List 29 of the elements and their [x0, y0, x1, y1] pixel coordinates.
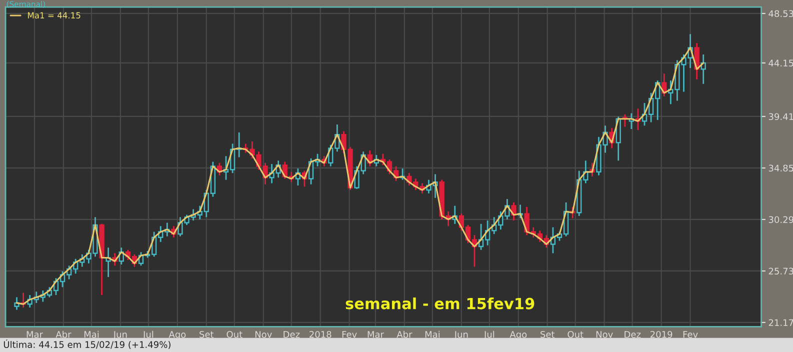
x-tick-label: Dez [284, 331, 300, 338]
x-tick-label: Out [226, 330, 242, 338]
x-tick-label: Mar [368, 331, 384, 338]
x-tick-label: Mai [84, 330, 99, 338]
x-tick-label: Abr [56, 330, 72, 338]
x-tick-label: Out [568, 330, 584, 338]
x-tick-label: 2018 [310, 330, 332, 338]
y-tick-label: 39.41 [768, 113, 793, 120]
x-tick-label: Nov [596, 331, 613, 338]
y-tick-label: 48.53 [768, 10, 793, 18]
x-tick-label: Fev [342, 331, 357, 338]
x-tick-label: Set [540, 330, 555, 338]
y-tick-label: 44.15 [768, 60, 793, 67]
x-tick-label: Set [200, 330, 214, 338]
legend-label: Ma1 = 44.15 [28, 12, 80, 18]
x-tick-label: Mar [26, 331, 44, 338]
x-tick-label: Abr [396, 330, 412, 338]
y-tick-label: 21.17 [768, 319, 793, 326]
x-tick-label: 2019 [650, 330, 672, 338]
text: Última: 44.15 em 15/02/19 (+1.49%) [4, 340, 170, 350]
candlestick [694, 42, 700, 80]
text: semanal - em 15fev19 [346, 297, 534, 310]
y-tick-label: 34.85 [768, 164, 793, 172]
x-tick-label: Nov [255, 331, 272, 338]
y-tick-label: 30.29 [768, 216, 793, 224]
x-tick-label: Fev [683, 331, 698, 338]
x-tick-label: Dez [624, 331, 641, 338]
y-tick-label: 25.73 [768, 268, 793, 275]
x-tick-label: Mai [425, 330, 440, 338]
